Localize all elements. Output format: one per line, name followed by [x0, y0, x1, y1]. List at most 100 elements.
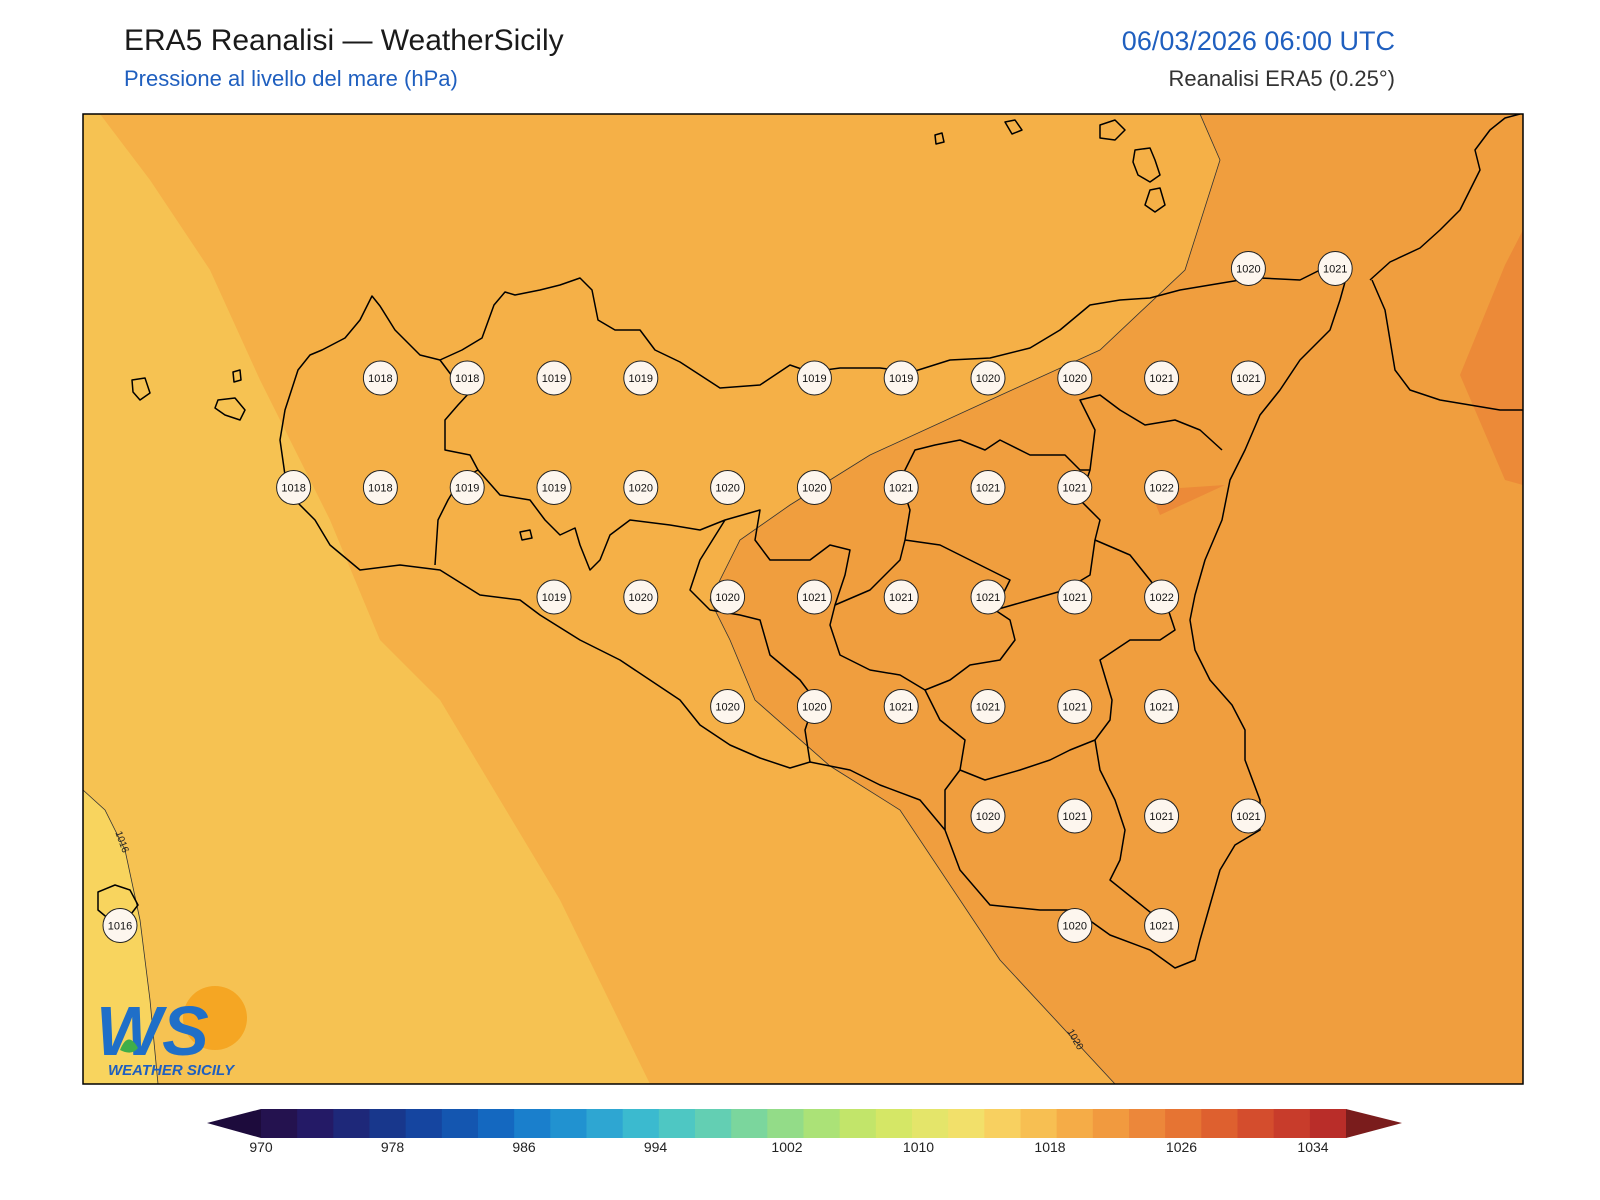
station-marker: 1020 — [710, 470, 746, 505]
station-value: 1020 — [802, 483, 826, 495]
colorbar-cells — [261, 1109, 1347, 1138]
station-marker: 1019 — [796, 360, 832, 396]
station-marker: 1021 — [1057, 470, 1093, 505]
station-marker: 1020 — [1057, 360, 1093, 396]
station-value: 1018 — [368, 483, 392, 495]
station-circle — [883, 689, 919, 724]
station-circle — [883, 579, 919, 615]
colorbar-cell — [1129, 1109, 1166, 1138]
station-marker: 1021 — [1144, 360, 1180, 396]
colorbar-cell — [550, 1109, 587, 1138]
station-marker: 1020 — [623, 470, 659, 505]
station-marker: 1020 — [623, 579, 659, 615]
station-value: 1021 — [889, 702, 913, 714]
station-marker: 1021 — [1230, 798, 1266, 834]
station-value: 1021 — [1149, 373, 1173, 385]
station-circle — [623, 360, 659, 396]
data-source-label: Reanalisi ERA5 (0.25°) — [1168, 66, 1395, 91]
station-marker: 1022 — [1144, 470, 1180, 505]
station-circle — [1144, 470, 1180, 505]
station-marker: 1021 — [883, 579, 919, 615]
station-circle — [970, 579, 1006, 615]
station-marker: 1018 — [276, 470, 312, 505]
station-value: 1021 — [1063, 811, 1087, 823]
station-value: 1016 — [108, 921, 132, 933]
colorbar-cell — [731, 1109, 768, 1138]
station-marker: 1018 — [362, 470, 398, 505]
station-value: 1019 — [889, 373, 913, 385]
station-value: 1020 — [1236, 264, 1260, 276]
station-value: 1019 — [802, 373, 826, 385]
station-circle — [970, 360, 1006, 396]
station-marker: 1019 — [449, 470, 485, 505]
station-circle — [1230, 251, 1266, 286]
station-circle — [710, 470, 746, 505]
station-circle — [883, 360, 919, 396]
station-marker: 1021 — [1144, 798, 1180, 834]
station-marker: 1020 — [710, 579, 746, 615]
map-border — [82, 113, 1524, 1085]
station-circle — [449, 470, 485, 505]
station-value: 1022 — [1149, 483, 1173, 495]
colorbar-tick-label: 970 — [249, 1139, 273, 1155]
colorbar-cell — [875, 1109, 913, 1138]
station-marker: 1020 — [710, 689, 746, 724]
colorbar-cell — [948, 1109, 985, 1138]
station-circle — [1144, 579, 1180, 615]
station-circle — [536, 360, 572, 396]
colorbar-tick-label: 978 — [381, 1139, 405, 1155]
colorbar-cell — [658, 1109, 696, 1138]
station-circle — [796, 579, 832, 615]
colorbar-tick-label: 1018 — [1034, 1139, 1065, 1155]
station-markers: 1018 1018 1019 1019 1019 1019 1020 1020 1021 1021… — [102, 251, 1353, 943]
station-value: 1019 — [629, 373, 653, 385]
station-circle — [796, 360, 832, 396]
colorbar-tick-label: 1034 — [1297, 1139, 1328, 1155]
station-marker: 1020 — [970, 798, 1006, 834]
colorbar-under-triangle — [207, 1109, 261, 1138]
station-circle — [449, 360, 485, 396]
station-circle — [1057, 798, 1093, 834]
station-marker: 1021 — [796, 579, 832, 615]
isobar-1016 — [83, 789, 159, 1084]
station-marker: 1020 — [796, 689, 832, 724]
station-value: 1021 — [1149, 702, 1173, 714]
station-marker: 1021 — [1144, 908, 1180, 943]
station-value: 1018 — [455, 373, 479, 385]
station-marker: 1021 — [1057, 798, 1093, 834]
colorbar-tick-label: 1010 — [903, 1139, 934, 1155]
station-marker: 1021 — [970, 689, 1006, 724]
station-circle — [1317, 251, 1353, 286]
colorbar-cell — [1056, 1109, 1094, 1138]
station-circle — [362, 360, 398, 396]
colorbar-cell — [912, 1109, 949, 1138]
station-circle — [102, 908, 138, 943]
station-value: 1019 — [542, 373, 566, 385]
station-value: 1022 — [1149, 592, 1173, 604]
station-value: 1020 — [629, 592, 653, 604]
logo-sun — [183, 986, 247, 1050]
station-marker: 1019 — [536, 470, 572, 505]
logo-letters: WS — [96, 992, 209, 1070]
station-value: 1018 — [368, 373, 392, 385]
station-value: 1020 — [802, 702, 826, 714]
colorbar-cell — [1165, 1109, 1202, 1138]
station-marker: 1021 — [970, 579, 1006, 615]
station-value: 1021 — [976, 592, 1000, 604]
station-circle — [536, 470, 572, 505]
station-value: 1021 — [889, 592, 913, 604]
station-marker: 1021 — [1144, 689, 1180, 724]
colorbar-cell — [767, 1109, 804, 1138]
station-circle — [1057, 908, 1093, 943]
colorbar-cell — [1092, 1109, 1130, 1138]
station-value: 1021 — [976, 702, 1000, 714]
station-marker: 1020 — [1230, 251, 1266, 286]
station-marker: 1018 — [362, 360, 398, 396]
colorbar-cell — [695, 1109, 732, 1138]
station-circle — [1057, 470, 1093, 505]
station-marker: 1020 — [796, 470, 832, 505]
colorbar-cell — [803, 1109, 841, 1138]
station-circle — [970, 689, 1006, 724]
station-value: 1021 — [1149, 811, 1173, 823]
